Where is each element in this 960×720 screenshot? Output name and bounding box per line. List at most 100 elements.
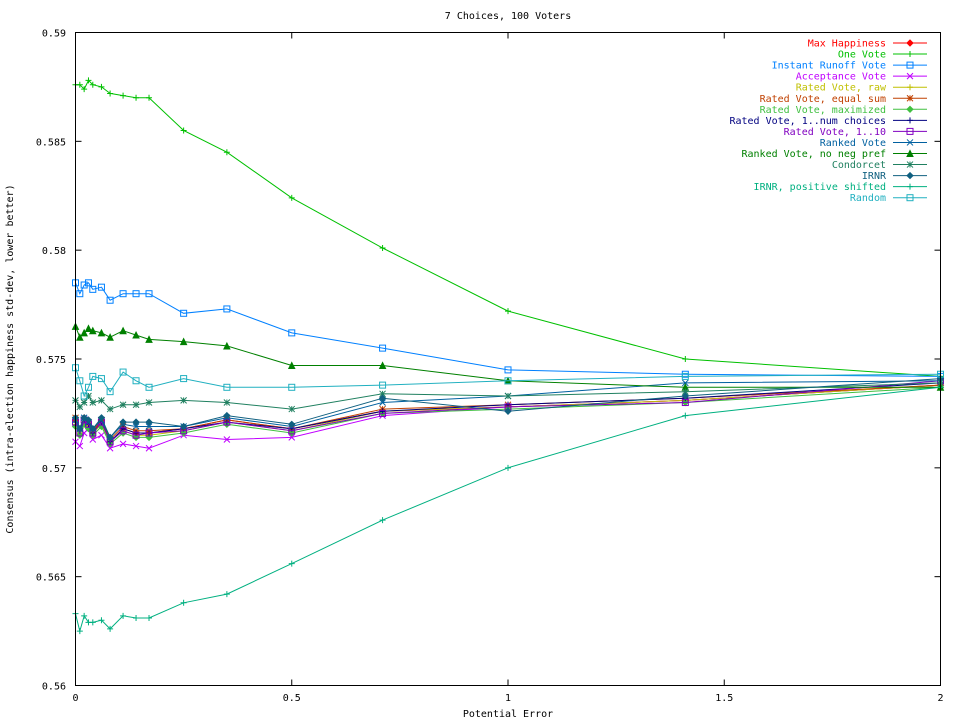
data-point <box>80 281 88 289</box>
data-point <box>106 444 114 452</box>
data-point <box>97 414 106 422</box>
series-layer <box>71 77 945 635</box>
data-point <box>119 401 127 409</box>
data-point <box>132 418 140 426</box>
data-point <box>146 615 153 622</box>
legend-label: Instant Runoff Vote <box>772 61 886 72</box>
legend-swatch-marker <box>906 161 914 168</box>
legend-label: Condorcet <box>832 160 886 171</box>
data-point <box>120 92 127 99</box>
data-point <box>145 290 153 298</box>
legend-label: Max Happiness <box>808 39 886 50</box>
data-point <box>145 335 153 343</box>
data-point <box>76 424 84 433</box>
data-point <box>223 411 231 420</box>
data-point <box>132 433 140 442</box>
data-point <box>681 372 689 380</box>
data-point <box>97 283 105 291</box>
legend-label: Rated Vote, 1..10 <box>784 127 886 138</box>
legend-label: Rated Vote, raw <box>796 83 887 94</box>
data-point <box>223 305 231 313</box>
data-point <box>681 388 689 396</box>
data-point <box>223 383 231 391</box>
data-point <box>84 416 93 424</box>
data-point <box>681 392 690 400</box>
data-point <box>504 366 512 374</box>
data-point <box>106 333 114 341</box>
data-point <box>89 619 96 626</box>
y-tick-label: 0.56 <box>42 682 66 693</box>
x-tick-label: 0 <box>72 693 78 704</box>
legend-swatch-marker <box>906 194 914 202</box>
data-point <box>85 77 92 84</box>
legend-item: Rated Vote, raw <box>796 83 927 94</box>
data-point <box>145 383 153 391</box>
data-point <box>133 94 140 101</box>
data-point <box>98 617 105 624</box>
data-point <box>288 383 296 391</box>
data-point <box>379 409 387 417</box>
data-point <box>145 418 153 426</box>
data-point <box>132 442 140 450</box>
data-point <box>76 333 84 341</box>
data-point <box>505 464 511 471</box>
data-point <box>119 418 127 426</box>
legend-item: IRNR, positive shifted <box>754 182 927 193</box>
y-tick-label: 0.585 <box>36 137 66 148</box>
data-point <box>504 407 512 415</box>
data-point <box>179 429 188 437</box>
data-point <box>119 427 127 435</box>
data-point <box>145 423 153 430</box>
data-point <box>89 399 97 406</box>
legend-item: Ranked Vote <box>820 138 927 149</box>
data-point <box>132 423 140 430</box>
y-axis-ticks: 0.56 0.565 0.57 0.575 0.58 0.585 0.59 <box>36 29 941 693</box>
legend-swatch-marker <box>907 117 913 124</box>
data-point <box>81 86 88 93</box>
data-point <box>287 361 296 370</box>
data-point <box>81 612 88 619</box>
data-point <box>223 436 231 443</box>
data-point <box>89 372 97 380</box>
x-tick-label: 1 <box>505 693 511 704</box>
x-tick-label: 1.5 <box>715 693 733 704</box>
data-point <box>97 328 106 337</box>
legend-label: Ranked Vote, no neg pref <box>742 149 887 160</box>
data-point <box>106 296 114 304</box>
legend-label: Acceptance Vote <box>796 72 886 83</box>
legend-item: Condorcet <box>832 160 927 171</box>
data-point <box>288 405 296 413</box>
data-point <box>120 612 127 619</box>
legend-swatch-marker <box>907 183 913 190</box>
legend-item: Rated Vote, 1..num choices <box>729 116 927 127</box>
x-tick-label: 0.5 <box>283 693 301 704</box>
legend-swatch-marker <box>906 94 914 102</box>
data-point <box>288 560 295 567</box>
legend-item: Ranked Vote, no neg pref <box>742 149 927 160</box>
data-point <box>107 90 114 97</box>
chart-title: 7 Choices, 100 Voters <box>445 11 571 22</box>
legend-swatch-marker <box>906 171 914 180</box>
data-point <box>76 442 84 450</box>
data-point <box>180 309 188 317</box>
data-point <box>107 625 114 632</box>
data-point <box>223 399 231 406</box>
data-point <box>504 392 512 400</box>
data-point <box>76 431 84 439</box>
y-tick-label: 0.59 <box>42 29 66 40</box>
data-point <box>180 397 187 404</box>
data-point <box>179 422 188 431</box>
data-point <box>223 341 231 350</box>
series-irnr-positive-shifted <box>72 384 944 635</box>
legend-label: Random <box>850 193 886 204</box>
series-random <box>72 364 944 400</box>
data-point <box>504 377 512 385</box>
data-point <box>133 615 140 622</box>
data-point <box>119 326 127 335</box>
legend-swatch-marker <box>907 84 913 91</box>
data-point <box>180 127 187 134</box>
data-point <box>379 381 387 389</box>
